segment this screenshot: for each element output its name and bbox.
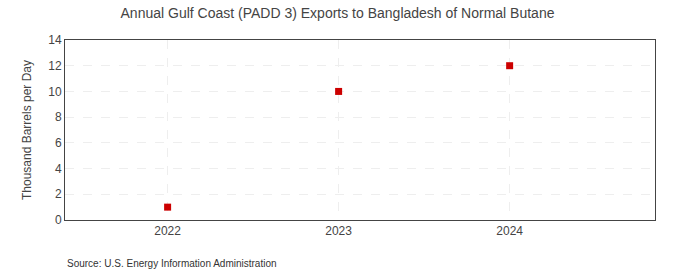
svg-text:2: 2 — [55, 187, 62, 201]
svg-text:4: 4 — [55, 162, 62, 176]
svg-text:Source: U.S. Energy Informatio: Source: U.S. Energy Information Administ… — [67, 258, 277, 269]
svg-text:2024: 2024 — [496, 224, 523, 238]
svg-text:14: 14 — [48, 33, 62, 47]
svg-text:Thousand Barrels per Day: Thousand Barrels per Day — [20, 60, 34, 200]
svg-text:2023: 2023 — [325, 224, 352, 238]
svg-text:0: 0 — [55, 213, 62, 227]
svg-text:Annual Gulf Coast (PADD 3) Exp: Annual Gulf Coast (PADD 3) Exports to Ba… — [121, 5, 555, 21]
svg-text:12: 12 — [48, 59, 62, 73]
svg-text:2022: 2022 — [154, 224, 181, 238]
svg-text:8: 8 — [55, 110, 62, 124]
svg-text:6: 6 — [55, 136, 62, 150]
svg-text:10: 10 — [48, 85, 62, 99]
